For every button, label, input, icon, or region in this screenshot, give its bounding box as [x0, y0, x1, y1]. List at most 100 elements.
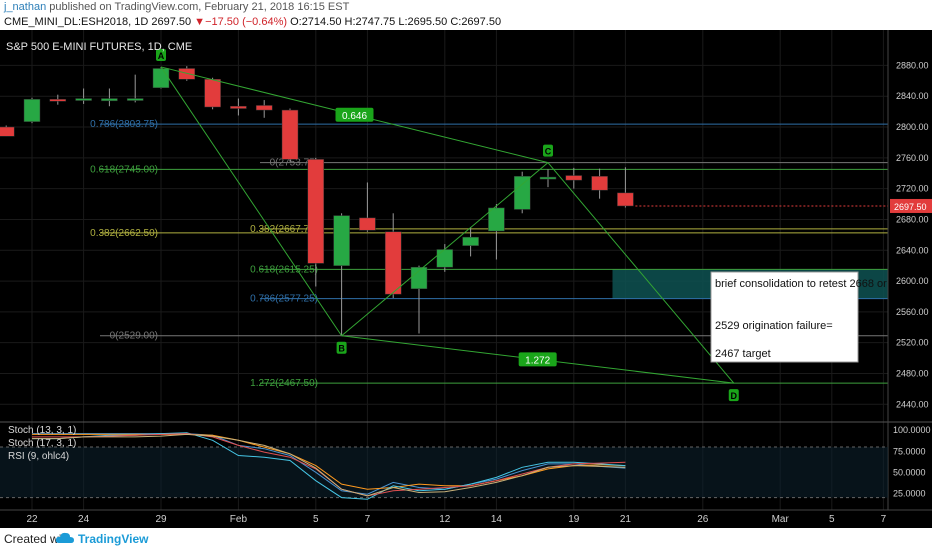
candle-body [49, 99, 67, 102]
fib-label: 0.786(2803.75) [90, 119, 158, 130]
ohlc-values: O:2714.50 H:2747.75 L:2695.50 C:2697.50 [290, 16, 502, 28]
annotation-rect [710, 271, 859, 363]
price-change: −17.50 (−0.64%) [205, 16, 288, 28]
tradingview-brand[interactable]: TradingView [78, 532, 149, 546]
price-tick: 2440.00 [896, 399, 929, 409]
time-tick: 21 [620, 514, 632, 525]
oscillator-tick: 25.0000 [893, 488, 926, 498]
price-tick: 2680.00 [896, 214, 929, 224]
price-tick: 2480.00 [896, 368, 929, 378]
candle-body [0, 126, 15, 137]
candle-body [126, 98, 144, 101]
candle-body [307, 159, 325, 264]
fib-label-2: 0.382(2667.75) [250, 224, 318, 235]
point-label: D [731, 391, 738, 401]
annotation-text: 2467 target [715, 348, 771, 360]
candle-body [230, 105, 247, 109]
oscillator-line [32, 433, 626, 497]
pattern-line [341, 162, 549, 337]
candle-body [23, 99, 41, 122]
tradingview-cloud-icon [55, 532, 74, 543]
time-tick: 24 [78, 514, 90, 525]
abcd-pattern: A B C D 0.646 1.272 [156, 48, 739, 402]
time-tick: 26 [697, 514, 709, 525]
time-tick: 22 [26, 514, 38, 525]
author-link[interactable]: j_nathan [4, 1, 47, 13]
publish-info: j_nathan published on TradingView.com, F… [4, 1, 349, 15]
price-tick: 2800.00 [896, 122, 929, 132]
fib-label: 0(2529.00) [110, 331, 158, 342]
time-tick: Mar [772, 514, 790, 525]
time-tick: 5 [313, 514, 319, 525]
annotation-text: 2529 origination failure= [715, 320, 833, 332]
point-label: A [158, 51, 165, 61]
candle-body [75, 98, 92, 101]
price-tick: 2840.00 [896, 91, 929, 101]
time-tick: 12 [439, 514, 451, 525]
fib-label-2: 0.618(2615.25) [250, 264, 318, 275]
ratio-label-bg [335, 107, 374, 122]
price-tick: 2720.00 [896, 184, 929, 194]
time-tick: 7 [881, 514, 887, 525]
point-label-bg [156, 48, 166, 61]
oscillator-pane: 100.0000 75.0000 50.0000 25.0000 Stoch (13, … [0, 425, 931, 500]
candle-body [178, 68, 196, 80]
candles [0, 66, 634, 336]
time-tick: 29 [155, 514, 167, 525]
time-tick: 7 [365, 514, 371, 525]
price-tick: 2880.00 [896, 60, 929, 70]
oscillator-line [32, 433, 626, 495]
point-label: C [545, 147, 552, 157]
time-axis: 22 24 29 Feb 5 7 12 14 19 21 26 Mar 5 7 [0, 509, 932, 525]
candle-body [565, 175, 583, 181]
price-axis: 2440.00 2480.00 2520.00 2560.00 2600.00 2640.… [635, 30, 932, 510]
symbol-name: CME_MINI_DL:ESH2018, 1D [4, 16, 149, 28]
candle-body [462, 236, 479, 246]
oscillator-legend: Stoch (17, 3, 1) [8, 438, 76, 449]
created-with-text: Created with [4, 532, 72, 546]
point-label-bg [336, 341, 347, 354]
fib-label-2: 0.786(2577.25) [250, 294, 318, 305]
oscillator-tick: 50.0000 [893, 467, 926, 477]
time-tick: Feb [230, 514, 248, 525]
ratio-label-bg [518, 352, 557, 367]
candle-body [204, 79, 221, 108]
fib-label-2: 1.272(2467.50) [250, 378, 318, 389]
price-tick: 2520.00 [896, 338, 929, 348]
candle-body [617, 192, 634, 207]
candle-body [488, 207, 505, 232]
candle-body [281, 109, 299, 160]
time-tick: 19 [568, 514, 580, 525]
point-label-bg [728, 389, 739, 402]
last-price-label: 2697.50 [894, 202, 927, 212]
annotation-text: brief consolidation to retest 2668 or [715, 278, 887, 290]
price-chart[interactable]: 0.786(2803.75) 0.618(2745.00) 0.382(2662.5… [0, 30, 932, 528]
footer: Created with TradingView [0, 528, 932, 550]
annotation-box: brief consolidation to retest 2668 or 252… [710, 271, 887, 363]
oscillator-legend: RSI (9, ohlc4) [8, 451, 69, 462]
candle-body [591, 176, 608, 191]
time-tick: 5 [829, 514, 835, 525]
candle-body [152, 68, 170, 88]
candle-body [539, 176, 557, 180]
fib-label: 0.382(2662.50) [90, 228, 158, 239]
oscillator-legend: Stoch (13, 3, 1) [8, 425, 76, 436]
price-tick: 2560.00 [896, 307, 929, 317]
oscillator-band [0, 447, 888, 498]
candle-body [513, 176, 531, 210]
fib-label: 0.618(2745.00) [90, 164, 158, 175]
last-price: 2697.50 [151, 16, 192, 28]
candle-body [255, 105, 273, 111]
symbol-info: CME_MINI_DL:ESH2018, 1D 2697.50 ▼−17.50 … [4, 16, 501, 30]
pattern-line [160, 66, 343, 337]
chart-title: S&P 500 E-MINI FUTURES, 1D, CME [6, 41, 192, 53]
point-label: B [338, 344, 345, 354]
oscillator-tick: 100.0000 [893, 425, 931, 435]
fib-label-2: 0(2753.75) [270, 158, 318, 169]
candle-body [359, 217, 376, 231]
candle-body [436, 249, 454, 268]
time-tick: 14 [491, 514, 503, 525]
candle-body [101, 98, 118, 102]
candle-body [333, 215, 350, 266]
ratio-label: 1.272 [525, 355, 550, 366]
